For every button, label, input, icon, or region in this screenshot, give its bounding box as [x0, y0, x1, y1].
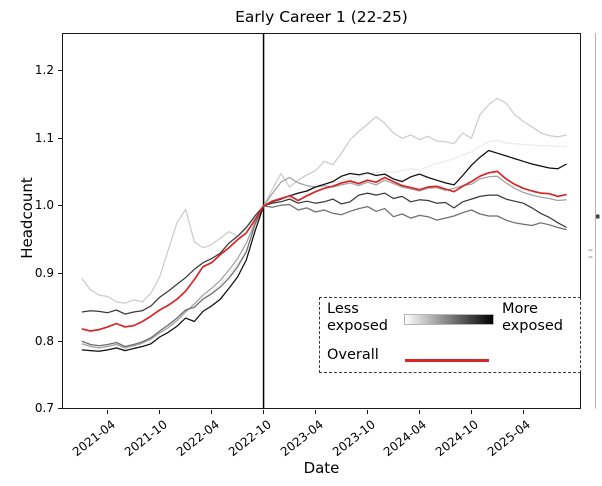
series-line-exposure-quantile-4: [81, 203, 567, 348]
series-line-exposure-quantile-5: [81, 192, 567, 315]
legend-more-exposed-label: More exposed: [502, 301, 563, 334]
y-tick-label: 1.2: [34, 63, 54, 78]
y-tick-mark: [57, 408, 62, 410]
y-tick-label: 1.0: [34, 198, 54, 213]
x-tick-mark: [366, 409, 369, 415]
y-tick-mark: [57, 272, 62, 275]
y-axis-label: Headcount: [18, 177, 36, 259]
series-line-Overall: [81, 170, 567, 332]
x-tick-mark: [211, 409, 213, 415]
x-tick-mark: [159, 409, 161, 415]
legend: Less exposed More exposed Overall: [319, 297, 581, 373]
y-tick-label: 0.7: [34, 401, 54, 416]
adjacent-panel-fragment-mark: [596, 214, 600, 219]
legend-less-line1: Less: [327, 301, 359, 317]
y-tick-mark: [57, 340, 62, 342]
x-tick-mark: [107, 409, 109, 415]
legend-more-line1: More: [502, 301, 538, 317]
series-line-exposure-quantile-6-most-exposed: [81, 149, 567, 352]
y-tick-label: 0.8: [34, 333, 54, 348]
chart-title: Early Career 1 (22-25): [235, 8, 408, 26]
legend-less-exposed-label: Less exposed: [327, 301, 388, 334]
adjacent-panel-fragment-mark: [588, 249, 593, 252]
legend-overall-label: Overall: [327, 347, 379, 363]
adjacent-panel-fragment-mark: [588, 256, 593, 259]
x-tick-mark: [522, 409, 524, 415]
x-axis-label: Date: [303, 459, 340, 477]
y-tick-mark: [57, 70, 62, 72]
legend-overall-line-swatch: [405, 359, 489, 363]
x-tick-mark: [470, 409, 472, 415]
legend-more-line2: exposed: [502, 317, 564, 334]
legend-exposure-gradient-swatch: [404, 314, 494, 325]
y-tick-label: 0.9: [34, 266, 54, 280]
x-tick-mark: [418, 409, 420, 415]
y-tick-label: 1.1: [34, 130, 54, 145]
y-tick-mark: [57, 205, 62, 207]
legend-less-line2: exposed: [327, 317, 389, 334]
x-tick-mark: [263, 409, 265, 415]
x-tick-mark: [314, 409, 317, 415]
y-tick-mark: [57, 137, 62, 139]
series-line-exposure-quantile-3: [81, 175, 567, 349]
series-line-exposure-quantile-2: [81, 97, 567, 304]
